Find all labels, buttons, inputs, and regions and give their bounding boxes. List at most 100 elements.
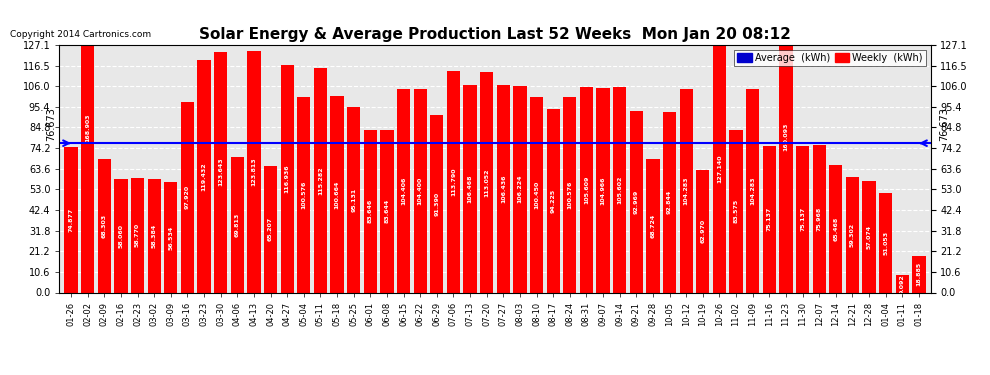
Text: 83.644: 83.644 <box>384 199 389 223</box>
Bar <box>630 111 643 292</box>
Bar <box>862 182 876 292</box>
Text: 123.643: 123.643 <box>218 158 223 186</box>
Bar <box>696 170 710 292</box>
Legend: Average  (kWh), Weekly  (kWh): Average (kWh), Weekly (kWh) <box>735 50 926 66</box>
Text: 100.664: 100.664 <box>335 180 340 209</box>
Bar <box>363 130 377 292</box>
Text: 100.576: 100.576 <box>301 180 306 209</box>
Text: 58.060: 58.060 <box>119 224 124 248</box>
Bar <box>663 112 676 292</box>
Bar <box>64 147 77 292</box>
Text: 91.390: 91.390 <box>435 192 440 216</box>
Bar <box>131 178 145 292</box>
Text: 75.968: 75.968 <box>817 206 822 231</box>
Text: 105.602: 105.602 <box>617 176 622 204</box>
Text: 123.813: 123.813 <box>251 158 256 186</box>
Text: 75.137: 75.137 <box>767 207 772 231</box>
Bar <box>580 87 593 292</box>
Bar <box>879 193 892 292</box>
Bar <box>813 145 826 292</box>
Bar <box>746 89 759 292</box>
Bar <box>896 275 909 292</box>
Bar <box>845 177 859 292</box>
Text: Copyright 2014 Cartronics.com: Copyright 2014 Cartronics.com <box>10 30 151 39</box>
Text: 105.609: 105.609 <box>584 176 589 204</box>
Bar <box>248 51 260 292</box>
Text: 104.966: 104.966 <box>601 176 606 204</box>
Text: 76.673: 76.673 <box>939 107 948 141</box>
Bar <box>730 130 742 292</box>
Bar <box>114 180 128 292</box>
Text: 106.436: 106.436 <box>501 175 506 203</box>
Text: 104.406: 104.406 <box>401 177 406 205</box>
Bar <box>197 60 211 292</box>
Bar <box>81 0 94 292</box>
Text: 51.053: 51.053 <box>883 231 888 255</box>
Text: 76.673: 76.673 <box>47 107 56 141</box>
Bar <box>214 52 228 292</box>
Text: 116.936: 116.936 <box>285 164 290 193</box>
Text: 92.969: 92.969 <box>634 190 639 214</box>
Bar <box>713 45 726 292</box>
Text: 113.790: 113.790 <box>450 168 456 196</box>
Bar <box>331 96 344 292</box>
Bar <box>913 256 926 292</box>
Bar <box>513 86 527 292</box>
Text: 57.074: 57.074 <box>866 225 871 249</box>
Text: 115.282: 115.282 <box>318 166 323 195</box>
Text: 160.093: 160.093 <box>783 123 788 151</box>
Text: 65.468: 65.468 <box>834 217 839 241</box>
Bar <box>446 71 460 292</box>
Bar <box>98 159 111 292</box>
Text: 9.092: 9.092 <box>900 274 905 294</box>
Text: 62.970: 62.970 <box>700 219 705 243</box>
Bar <box>796 146 809 292</box>
Bar <box>264 165 277 292</box>
Text: 68.724: 68.724 <box>650 213 655 238</box>
Bar <box>347 107 360 292</box>
Text: 168.903: 168.903 <box>85 114 90 142</box>
Text: 119.432: 119.432 <box>202 162 207 190</box>
Text: 69.813: 69.813 <box>235 212 240 237</box>
Text: 75.137: 75.137 <box>800 207 805 231</box>
Text: 18.885: 18.885 <box>917 262 922 286</box>
Text: 106.468: 106.468 <box>467 175 472 203</box>
Text: 94.225: 94.225 <box>550 189 555 213</box>
Text: 58.384: 58.384 <box>151 224 156 248</box>
Bar <box>679 89 693 292</box>
Text: 97.920: 97.920 <box>185 185 190 209</box>
Bar <box>414 89 427 292</box>
Bar <box>646 159 659 292</box>
Bar <box>463 85 477 292</box>
Text: 92.844: 92.844 <box>667 190 672 214</box>
Bar <box>397 89 410 292</box>
Text: 100.576: 100.576 <box>567 180 572 209</box>
Text: 65.207: 65.207 <box>268 217 273 241</box>
Text: 83.575: 83.575 <box>734 199 739 223</box>
Bar <box>830 165 842 292</box>
Bar <box>164 182 177 292</box>
Text: 95.131: 95.131 <box>351 188 356 212</box>
Bar <box>314 68 327 292</box>
Bar <box>480 72 493 292</box>
Bar <box>530 97 544 292</box>
Bar <box>297 97 311 292</box>
Bar <box>563 97 576 292</box>
Bar <box>181 102 194 292</box>
Bar <box>546 109 559 292</box>
Text: 127.140: 127.140 <box>717 154 722 183</box>
Text: 74.877: 74.877 <box>68 207 73 232</box>
Bar <box>613 87 627 292</box>
Bar <box>280 65 294 292</box>
Text: 59.302: 59.302 <box>850 223 855 247</box>
Bar <box>596 88 610 292</box>
Bar <box>779 0 793 292</box>
Text: 83.646: 83.646 <box>368 199 373 223</box>
Text: 56.534: 56.534 <box>168 225 173 250</box>
Text: 100.450: 100.450 <box>534 181 540 209</box>
Bar <box>762 146 776 292</box>
Text: 58.770: 58.770 <box>135 223 140 248</box>
Bar <box>380 130 394 292</box>
Bar <box>231 156 244 292</box>
Text: 104.283: 104.283 <box>750 177 755 205</box>
